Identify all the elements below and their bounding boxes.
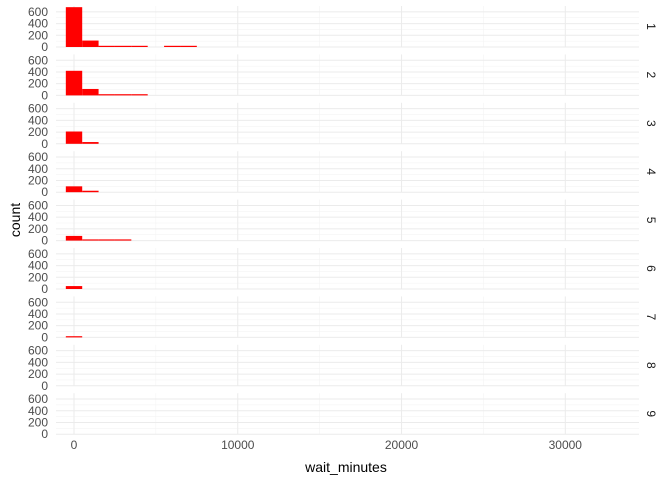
facet-panels: 0200400600102004006002020040060030200400…	[28, 5, 658, 441]
y-tick-label: 200	[28, 367, 48, 381]
y-tick-label: 0	[41, 88, 48, 102]
facet-strip-label: 4	[644, 168, 658, 175]
histogram-bar	[131, 45, 148, 47]
histogram-bar	[65, 336, 83, 338]
facet-strip-label: 9	[644, 410, 658, 417]
facet-strip-label: 8	[644, 362, 658, 369]
x-axis-title: wait_minutes	[304, 459, 387, 475]
y-tick-label: 200	[28, 77, 48, 91]
facet-strip-label: 7	[644, 314, 658, 321]
y-axis-title: count	[7, 203, 23, 237]
y-tick-label: 600	[28, 102, 48, 116]
y-tick-label: 400	[28, 355, 48, 369]
histogram-bar	[65, 70, 83, 96]
y-tick-label: 0	[41, 234, 48, 248]
y-tick-label: 200	[28, 222, 48, 236]
y-tick-label: 600	[28, 5, 48, 19]
y-tick-label: 600	[28, 198, 48, 212]
x-tick-label: 10000	[221, 438, 255, 452]
histogram-bar	[65, 235, 83, 241]
y-tick-label: 600	[28, 344, 48, 358]
histogram-bar	[114, 45, 132, 47]
y-tick-label: 200	[28, 173, 48, 187]
histogram-bar	[82, 142, 99, 144]
y-tick-label: 200	[28, 28, 48, 42]
y-tick-label: 600	[28, 150, 48, 164]
x-axis: 0 10000 20000 30000	[71, 438, 583, 452]
y-tick-label: 400	[28, 259, 48, 273]
histogram-bar	[131, 94, 148, 96]
histogram-bar	[114, 94, 132, 96]
x-tick-label: 20000	[385, 438, 419, 452]
y-tick-label: 0	[41, 137, 48, 151]
y-tick-label: 400	[28, 210, 48, 224]
y-tick-label: 0	[41, 379, 48, 393]
y-tick-label: 200	[28, 270, 48, 284]
facet-strip-label: 6	[644, 265, 658, 272]
histogram-bar	[82, 88, 99, 96]
y-tick-label: 600	[28, 53, 48, 67]
histogram-bar	[65, 131, 83, 144]
y-tick-label: 400	[28, 65, 48, 79]
histogram-bar	[82, 190, 99, 193]
y-tick-label: 0	[41, 330, 48, 344]
facet-strip-label: 5	[644, 217, 658, 224]
y-tick-label: 400	[28, 17, 48, 31]
histogram-bar	[98, 239, 115, 241]
y-tick-label: 400	[28, 404, 48, 418]
histogram-bar	[164, 45, 181, 47]
histogram-bar	[98, 94, 115, 96]
histogram-bar	[82, 40, 99, 47]
histogram-bar	[82, 239, 99, 241]
y-tick-label: 200	[28, 319, 48, 333]
y-tick-label: 400	[28, 113, 48, 127]
facet-strip-label: 2	[644, 72, 658, 79]
histogram-bar	[65, 286, 83, 289]
y-tick-label: 200	[28, 125, 48, 139]
y-tick-label: 0	[41, 427, 48, 441]
y-tick-label: 400	[28, 307, 48, 321]
histogram-bar	[65, 186, 83, 193]
facet-strip-label: 1	[644, 23, 658, 30]
y-tick-label: 400	[28, 162, 48, 176]
y-tick-label: 200	[28, 415, 48, 429]
x-tick-label: 0	[71, 438, 78, 452]
histogram-bar	[98, 45, 115, 47]
facet-strip-label: 3	[644, 120, 658, 127]
histogram-bar	[180, 45, 197, 47]
y-tick-label: 600	[28, 392, 48, 406]
histogram-bar	[114, 239, 132, 241]
y-tick-label: 0	[41, 40, 48, 54]
x-tick-label: 30000	[549, 438, 583, 452]
histogram-bar	[65, 7, 83, 47]
y-tick-label: 0	[41, 185, 48, 199]
y-tick-label: 0	[41, 282, 48, 296]
y-tick-label: 600	[28, 247, 48, 261]
y-tick-label: 600	[28, 295, 48, 309]
